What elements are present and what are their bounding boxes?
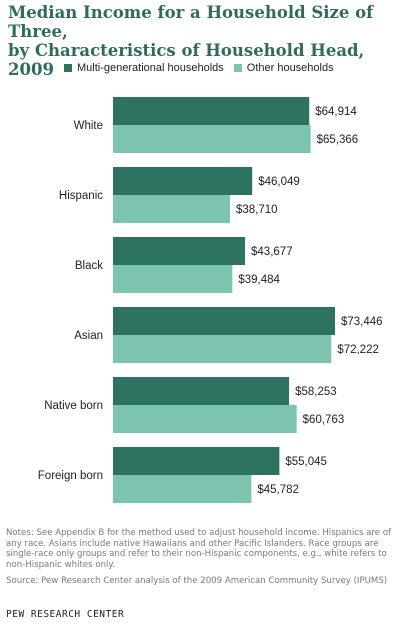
category-label-asian: Asian — [74, 330, 103, 342]
notes-block: Notes: See Appendix B for the method use… — [6, 528, 398, 593]
bar-multi-foreign-born — [113, 447, 280, 475]
value-label-multi-white: $64,914 — [315, 106, 357, 118]
bar-other-asian — [113, 335, 332, 363]
chart-title-line-2: by Characteristics of Household Head, 20… — [8, 41, 365, 79]
bar-other-white — [113, 125, 311, 153]
chart-title: Median Income for a Household Size of Th… — [8, 3, 400, 79]
legend-swatch-other — [233, 64, 242, 72]
legend-item-other: Other households — [233, 62, 334, 74]
value-label-multi-native-born: $58,253 — [295, 386, 337, 398]
bar-multi-white — [113, 97, 310, 125]
bar-chart: White $64,914 $65,366 Hispanic $46,049 $38,71… — [38, 97, 383, 503]
value-label-other-white: $65,366 — [317, 134, 359, 146]
legend: Multi-generational households Other hous… — [64, 62, 344, 74]
category-label-native-born: Native born — [44, 400, 103, 412]
category-label-black: Black — [75, 260, 103, 272]
value-label-multi-asian: $73,446 — [341, 316, 383, 328]
value-label-other-hispanic: $38,710 — [236, 204, 278, 216]
legend-swatch-multi — [64, 64, 72, 72]
legend-label-multi: Multi-generational households — [77, 62, 224, 74]
value-label-other-black: $39,484 — [238, 274, 280, 286]
bar-multi-black — [113, 237, 246, 265]
bar-other-foreign-born — [113, 475, 252, 503]
bar-multi-native-born — [113, 377, 290, 405]
value-label-multi-black: $43,677 — [251, 246, 293, 258]
footer-credit: PEW RESEARCH CENTER — [6, 609, 125, 620]
value-label-other-foreign-born: $45,782 — [257, 484, 299, 496]
category-label-foreign-born: Foreign born — [38, 470, 103, 482]
bar-multi-asian — [113, 307, 335, 335]
bar-other-black — [113, 265, 233, 293]
value-label-multi-hispanic: $46,049 — [258, 176, 300, 188]
chart-title-line-1: Median Income for a Household Size of Th… — [8, 3, 374, 41]
bar-multi-hispanic — [113, 167, 253, 195]
bar-other-hispanic — [113, 195, 231, 223]
bar-other-native-born — [113, 405, 297, 433]
legend-item-multi: Multi-generational households — [64, 62, 224, 74]
value-label-other-native-born: $60,763 — [303, 414, 345, 426]
source-text: Source: Pew Research Center analysis of … — [6, 576, 388, 587]
value-label-other-asian: $72,222 — [337, 344, 379, 356]
value-label-multi-foreign-born: $55,045 — [285, 456, 327, 468]
legend-label-other: Other households — [246, 62, 334, 74]
category-label-hispanic: Hispanic — [59, 190, 103, 202]
notes-text: Notes: See Appendix B for the method use… — [6, 528, 392, 570]
category-label-white: White — [74, 120, 103, 132]
